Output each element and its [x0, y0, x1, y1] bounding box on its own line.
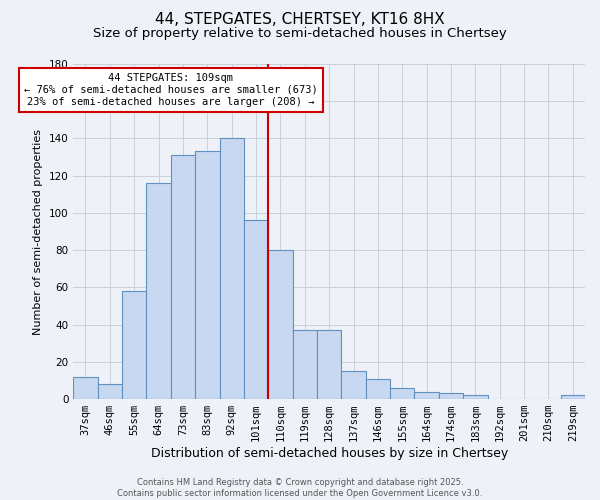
Bar — [122, 291, 146, 399]
Text: 44, STEPGATES, CHERTSEY, KT16 8HX: 44, STEPGATES, CHERTSEY, KT16 8HX — [155, 12, 445, 28]
X-axis label: Distribution of semi-detached houses by size in Chertsey: Distribution of semi-detached houses by … — [151, 447, 508, 460]
Bar — [560, 396, 585, 399]
Bar — [195, 152, 220, 399]
Bar — [146, 183, 171, 399]
Bar — [268, 250, 293, 399]
Text: 44 STEPGATES: 109sqm
← 76% of semi-detached houses are smaller (673)
23% of semi: 44 STEPGATES: 109sqm ← 76% of semi-detac… — [24, 74, 317, 106]
Bar — [439, 394, 463, 399]
Y-axis label: Number of semi-detached properties: Number of semi-detached properties — [33, 128, 43, 334]
Text: Size of property relative to semi-detached houses in Chertsey: Size of property relative to semi-detach… — [93, 28, 507, 40]
Bar — [171, 155, 195, 399]
Bar — [73, 376, 98, 399]
Bar — [341, 371, 366, 399]
Bar — [220, 138, 244, 399]
Bar — [293, 330, 317, 399]
Bar — [244, 220, 268, 399]
Bar — [317, 330, 341, 399]
Bar — [366, 378, 390, 399]
Bar — [98, 384, 122, 399]
Bar — [463, 396, 488, 399]
Bar — [415, 392, 439, 399]
Text: Contains HM Land Registry data © Crown copyright and database right 2025.
Contai: Contains HM Land Registry data © Crown c… — [118, 478, 482, 498]
Bar — [390, 388, 415, 399]
